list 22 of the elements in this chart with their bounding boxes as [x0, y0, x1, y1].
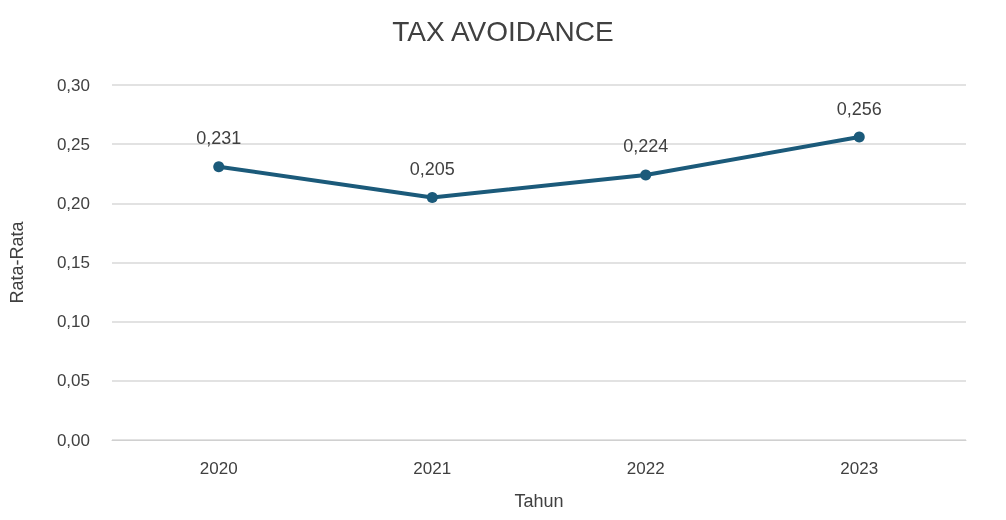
y-tick-label: 0,30 — [56, 75, 90, 95]
y-tick-label: 0,20 — [56, 193, 90, 213]
y-tick-label: 0,00 — [56, 430, 90, 450]
point — [213, 161, 225, 173]
y-tick-label: 0,10 — [56, 312, 90, 332]
x-tick-label: 2020 — [199, 459, 238, 478]
y-tick-label: 0,25 — [56, 134, 90, 154]
data-label: 0,224 — [623, 136, 669, 157]
x-tick-label: 2023 — [840, 459, 879, 478]
chart-title: TAX AVOIDANCE — [392, 15, 614, 47]
y-axis-title: Rata-Rata — [7, 220, 27, 304]
point — [853, 131, 865, 143]
x-axis-title: Tahun — [514, 491, 564, 511]
data-label: 0,205 — [409, 158, 455, 179]
x-tick-label: 2022 — [626, 459, 665, 478]
x-tick-label: 2021 — [413, 459, 452, 478]
data-label: 0,231 — [196, 128, 242, 149]
point — [640, 169, 652, 181]
data-label: 0,256 — [836, 98, 882, 119]
y-tick-label: 0,05 — [56, 371, 90, 391]
y-tick-label: 0,15 — [56, 253, 90, 272]
point — [426, 191, 438, 203]
